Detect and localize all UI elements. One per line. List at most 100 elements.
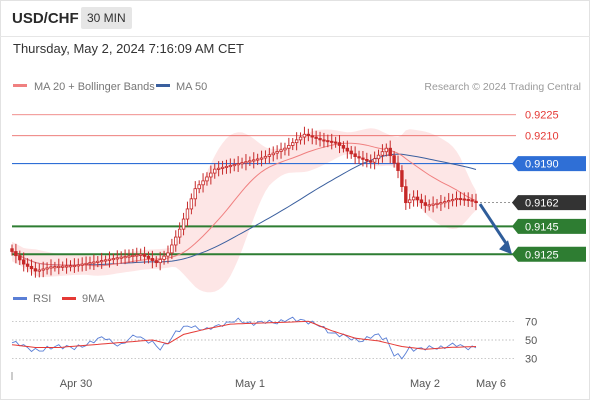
rsi-legend-label: RSI — [33, 293, 51, 305]
candle-body — [415, 196, 420, 201]
candle-body — [470, 199, 474, 202]
candle-body — [205, 176, 209, 182]
candle-body — [68, 265, 73, 268]
candle-body — [80, 263, 84, 266]
rsi-legend-swatch — [13, 297, 27, 300]
candle-body — [14, 251, 18, 257]
chart-header: USD/CHF 30 MIN — [0, 0, 590, 36]
candle-body — [435, 202, 439, 205]
candle-body — [185, 208, 190, 220]
ma20-line — [11, 142, 477, 267]
ma50-legend-label: MA 50 — [176, 81, 207, 93]
candle-body — [427, 204, 431, 207]
candle-body — [322, 139, 326, 142]
candle-body — [259, 157, 264, 160]
candle-body — [380, 151, 385, 156]
candle-body — [248, 160, 252, 163]
candle-body — [72, 265, 77, 268]
candle-body — [423, 202, 428, 206]
candle-body — [365, 158, 369, 162]
candle-body — [209, 172, 213, 178]
candle-body — [454, 198, 459, 201]
candle-body — [53, 266, 57, 269]
candle-body — [326, 140, 330, 143]
candle-body — [408, 199, 412, 204]
candle-body — [345, 147, 350, 152]
candle-body — [142, 253, 147, 257]
candle-body — [150, 258, 155, 261]
symbol-title: USD/CHF — [12, 10, 79, 27]
candle-body — [431, 203, 435, 206]
candle-body — [60, 265, 65, 268]
candle-body — [25, 263, 30, 267]
candle-body — [287, 145, 291, 149]
rsi-plot: 70 50 30 — [11, 316, 537, 366]
candle-body — [228, 165, 233, 168]
candle-body — [267, 154, 272, 157]
ma20-legend-label: MA 20 + Bollinger Bands — [34, 81, 155, 93]
candle-body — [392, 155, 396, 164]
candle-body — [341, 145, 346, 149]
candle-body — [154, 260, 158, 264]
rsi-legend: RSI 9MA — [13, 293, 105, 305]
rsi-line — [11, 316, 477, 360]
forecast-arrowhead — [499, 240, 512, 255]
resistance-price-label: 0.9225 — [525, 110, 559, 122]
pivot-price-tag — [512, 156, 586, 172]
candle-body — [252, 159, 256, 162]
rsi-ma-legend-swatch — [62, 297, 76, 300]
candle-body — [216, 167, 221, 170]
rsi-ma-line — [11, 320, 477, 350]
candle-body — [283, 147, 287, 151]
x-axis: Apr 30 May 1 May 2 May 6 — [11, 372, 506, 390]
support-price-label: 0.9125 — [525, 249, 559, 261]
candle-body — [361, 157, 365, 160]
header-divider — [0, 36, 590, 37]
candle-body — [372, 158, 377, 163]
support-price-tag — [512, 246, 586, 262]
candle-body — [357, 156, 361, 159]
candle-body — [146, 255, 151, 259]
candle-body — [131, 254, 135, 257]
candle-body — [162, 255, 166, 260]
candle-body — [333, 141, 338, 144]
candle-body — [443, 201, 447, 204]
candle-body — [400, 170, 404, 188]
candle-body — [41, 268, 45, 271]
candle-body — [119, 256, 123, 259]
candle-body — [193, 188, 197, 200]
candle-body — [236, 163, 240, 166]
timestamp: Thursday, May 2, 2024 7:16:09 AM CET — [13, 41, 244, 56]
last-price-tag — [512, 195, 586, 211]
candle-body — [353, 153, 357, 158]
candle-body — [388, 147, 392, 157]
candle-body — [306, 133, 311, 137]
candle-body — [474, 200, 478, 204]
rsi-ma-legend-label: 9MA — [82, 293, 105, 305]
candle-body — [244, 161, 248, 164]
candle-body — [349, 150, 353, 155]
copyright-label: Research © 2024 Trading Central — [424, 81, 581, 93]
ma20-legend-swatch — [13, 84, 27, 87]
candle-body — [18, 255, 22, 261]
candle-body — [189, 198, 194, 210]
candle-body — [232, 164, 236, 167]
candle-body — [294, 139, 299, 144]
candle-body — [170, 244, 174, 254]
timeframe-badge[interactable]: 30 MIN — [81, 7, 132, 29]
candle-body — [135, 254, 139, 257]
forecast-arrow — [478, 203, 510, 248]
candle-body — [240, 162, 244, 165]
candle-body — [181, 218, 186, 230]
rsi-tick-label: 30 — [525, 354, 537, 366]
candle-body — [57, 265, 61, 268]
candle-body — [84, 262, 88, 265]
price-plot: 0.9225 0.9210 0.9190 0.9162 0.9145 0.9125 — [10, 110, 586, 293]
candle-body — [45, 267, 49, 270]
candle-body — [396, 162, 400, 171]
resistance-price-label: 0.9210 — [525, 131, 559, 143]
candle-body — [64, 265, 69, 268]
candle-body — [123, 256, 127, 259]
candle-body — [462, 198, 467, 201]
